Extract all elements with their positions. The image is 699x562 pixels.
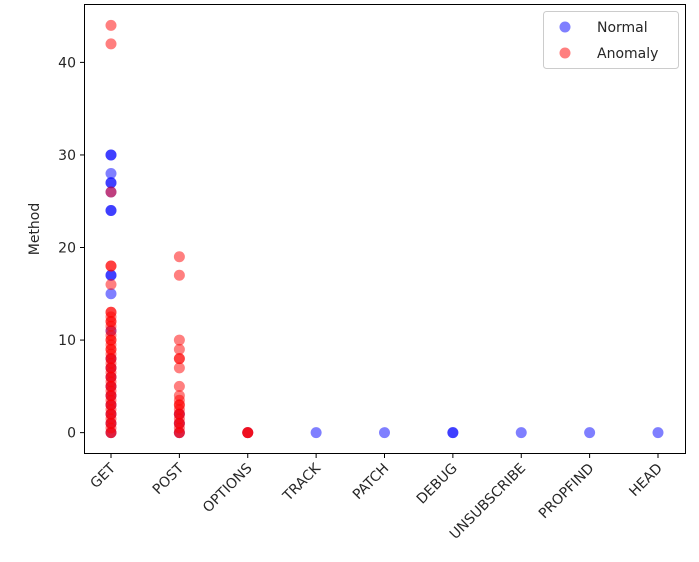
point-normal	[447, 427, 459, 439]
legend-box	[543, 11, 679, 69]
point-normal	[105, 269, 117, 281]
axes-frame	[84, 4, 686, 454]
x-tick-label-head: HEAD	[626, 461, 665, 500]
y-tick-label: 10	[58, 333, 76, 349]
point-normal	[105, 149, 117, 161]
point-anomaly	[173, 362, 185, 374]
points-layer	[105, 19, 664, 439]
point-anomaly	[105, 279, 117, 291]
point-anomaly	[105, 260, 117, 272]
point-normal	[105, 204, 117, 216]
y-axis-label: Method	[27, 203, 43, 256]
point-anomaly	[173, 334, 185, 346]
point-anomaly	[173, 269, 185, 281]
y-tick-label: 0	[67, 426, 76, 442]
point-normal	[515, 427, 527, 439]
point-anomaly	[173, 380, 185, 392]
point-anomaly	[173, 353, 185, 365]
point-normal	[105, 177, 117, 189]
point-normal	[105, 288, 117, 300]
point-normal	[584, 427, 596, 439]
point-normal	[379, 427, 390, 439]
point-anomaly	[105, 306, 117, 318]
point-normal	[310, 427, 322, 439]
point-anomaly	[105, 38, 117, 50]
y-tick-label: 40	[58, 55, 76, 71]
x-tick-label-debug: DEBUG	[414, 461, 461, 508]
x-tick-label-patch: PATCH	[350, 461, 392, 503]
legend-label-anomaly: Anomaly	[597, 46, 658, 62]
x-tick-label-get: GET	[88, 460, 120, 492]
legend: Normal Anomaly	[543, 11, 679, 69]
point-anomaly	[173, 390, 185, 402]
y-tick-label: 20	[58, 241, 76, 257]
x-tick-label-post: POST	[150, 460, 188, 498]
x-tick-label-track: TRACK	[279, 460, 324, 505]
x-tick-label-propfind: PROPFIND	[536, 461, 598, 523]
legend-label-normal: Normal	[597, 20, 648, 36]
point-anomaly	[173, 251, 185, 263]
point-anomaly	[173, 343, 185, 355]
point-anomaly	[105, 186, 117, 198]
legend-marker-normal	[559, 21, 571, 33]
point-anomaly	[105, 19, 117, 31]
point-normal	[652, 427, 664, 439]
point-normal	[105, 167, 117, 179]
point-anomaly	[242, 427, 254, 439]
y-tick-label: 30	[58, 148, 76, 164]
x-tick-label-options: OPTIONS	[200, 460, 256, 516]
legend-marker-anomaly	[559, 47, 571, 59]
